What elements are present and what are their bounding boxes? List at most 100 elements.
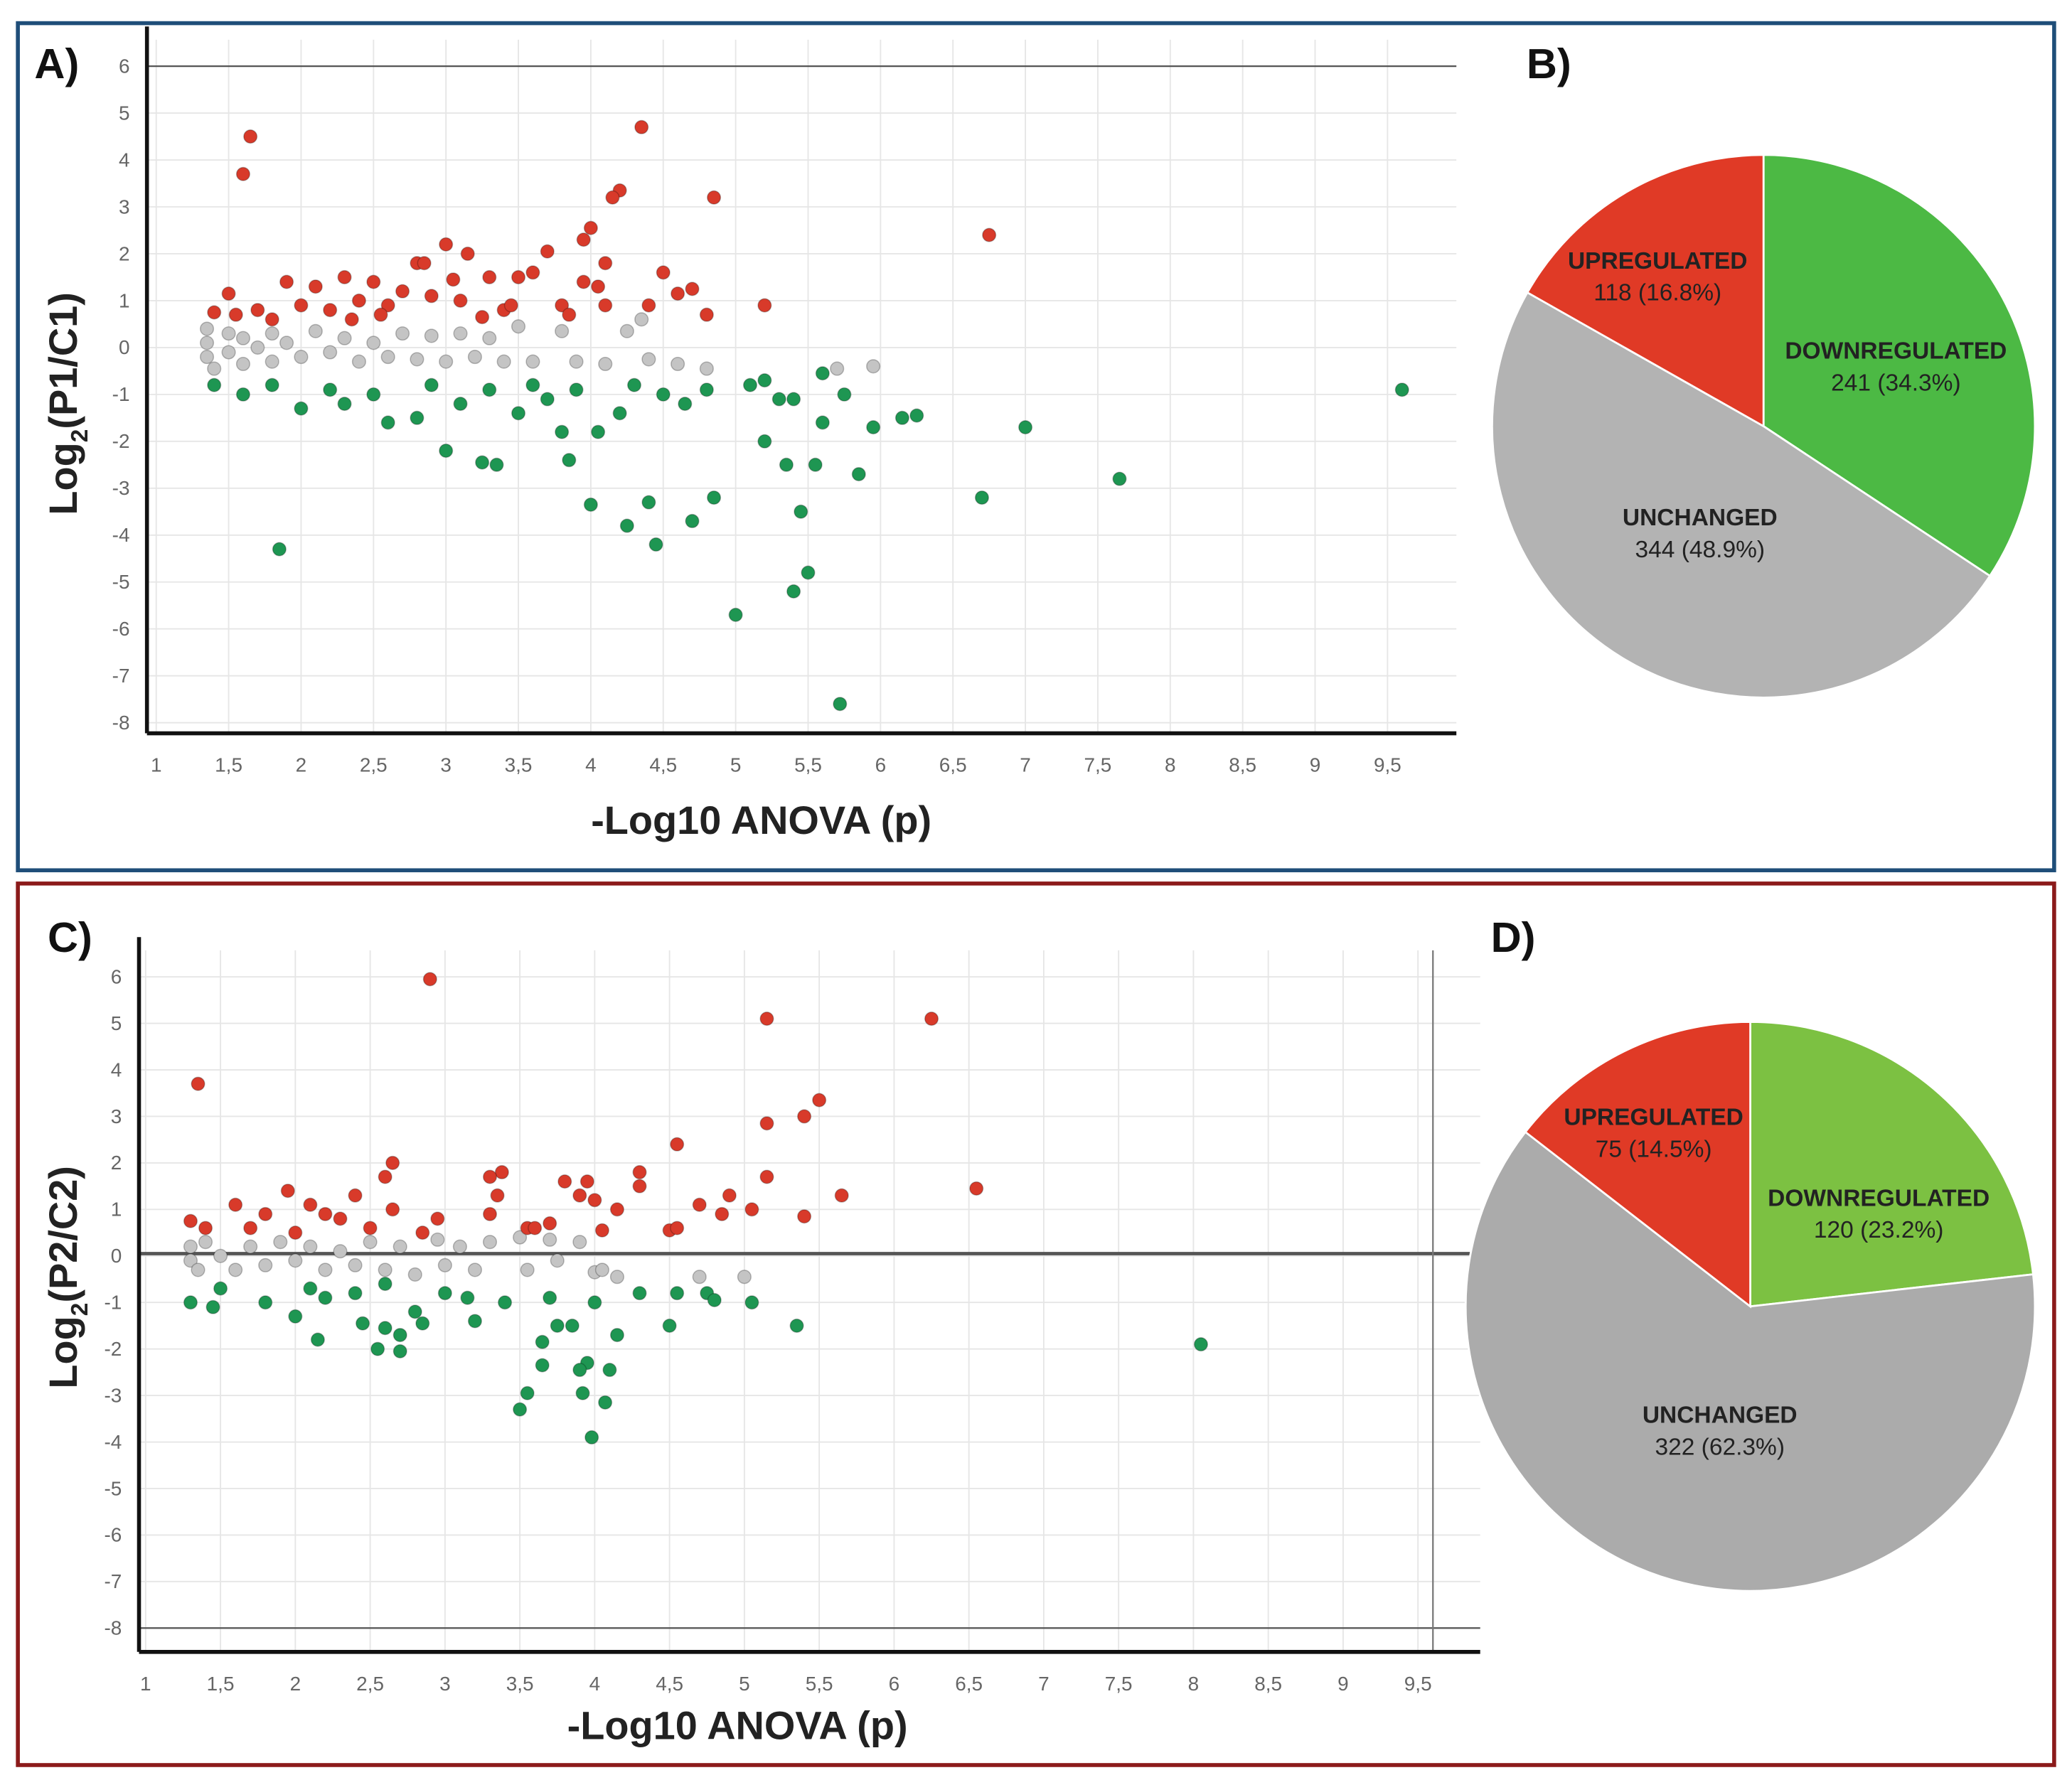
- x-tick-label: 8: [1188, 1673, 1200, 1695]
- x-tick-label: 4: [585, 754, 597, 776]
- slice-value-upregulated: 118 (16.8%): [1593, 280, 1721, 306]
- data-point-downregulated: [392, 1344, 407, 1358]
- data-point-downregulated: [837, 387, 852, 402]
- data-point-unchanged: [294, 350, 309, 365]
- slice-label-upregulated: UPREGULATED: [1564, 1105, 1743, 1131]
- data-point-upregulated: [594, 1223, 609, 1238]
- data-point-downregulated: [550, 1318, 565, 1333]
- data-point-upregulated: [834, 1188, 849, 1203]
- y-tick-label: -3: [104, 1384, 122, 1406]
- data-point-downregulated: [511, 406, 526, 421]
- y-tick-label: 3: [119, 195, 130, 218]
- data-point-upregulated: [576, 274, 591, 289]
- data-point-downregulated: [562, 453, 577, 468]
- data-point-upregulated: [583, 220, 598, 235]
- x-tick-label: 3: [440, 754, 452, 776]
- data-point-upregulated: [656, 265, 671, 280]
- data-point-upregulated: [475, 309, 490, 325]
- data-point-upregulated: [605, 190, 620, 205]
- x-tick-label: 6,5: [939, 754, 967, 776]
- data-point-downregulated: [348, 1286, 363, 1301]
- x-tick-label: 8,5: [1254, 1673, 1282, 1695]
- data-point-unchanged: [550, 1253, 565, 1268]
- data-point-downregulated: [801, 565, 816, 580]
- data-point-upregulated: [632, 1164, 647, 1180]
- data-point-downregulated: [535, 1358, 550, 1373]
- data-point-upregulated: [482, 269, 497, 285]
- data-point-unchanged: [279, 336, 294, 350]
- data-point-upregulated: [337, 269, 352, 285]
- data-point-unchanged: [619, 323, 634, 338]
- x-axis-label: -Log10 ANOVA (p): [567, 1703, 908, 1748]
- data-point-downregulated: [1112, 471, 1127, 486]
- data-point-downregulated: [815, 415, 830, 430]
- data-point-downregulated: [410, 410, 424, 425]
- data-point-upregulated: [797, 1109, 812, 1124]
- data-point-downregulated: [771, 392, 786, 407]
- data-point-unchanged: [207, 361, 222, 376]
- data-point-upregulated: [415, 1225, 430, 1240]
- data-point-upregulated: [221, 286, 236, 301]
- data-point-downregulated: [742, 377, 758, 392]
- data-point-unchanged: [410, 352, 424, 367]
- data-point-upregulated: [759, 1011, 774, 1026]
- data-point-upregulated: [482, 1206, 498, 1221]
- data-point-upregulated: [982, 227, 997, 242]
- y-tick-label: -7: [112, 665, 130, 687]
- data-point-unchanged: [199, 336, 215, 350]
- data-point-downregulated: [258, 1295, 273, 1310]
- y-tick-label: -8: [112, 712, 130, 734]
- data-point-downregulated: [789, 1318, 804, 1333]
- data-point-downregulated: [569, 382, 584, 397]
- data-point-downregulated: [794, 504, 808, 519]
- data-point-downregulated: [378, 1321, 392, 1336]
- data-point-upregulated: [243, 1221, 258, 1235]
- pie-chart-d: DOWNREGULATED 120 (23.2%) UNCHANGED 322 (62…: [1464, 1021, 2036, 1592]
- data-point-downregulated: [540, 392, 555, 407]
- data-point-downregulated: [583, 497, 598, 512]
- x-tick-label: 3,5: [505, 754, 533, 776]
- data-point-upregulated: [318, 1206, 333, 1221]
- data-point-upregulated: [417, 256, 432, 271]
- data-point-downregulated: [453, 397, 468, 412]
- data-point-downregulated: [265, 377, 279, 392]
- data-point-downregulated: [909, 408, 924, 423]
- data-point-unchanged: [598, 356, 613, 372]
- data-point-downregulated: [543, 1290, 557, 1305]
- data-point-downregulated: [584, 1430, 599, 1445]
- data-point-unchanged: [424, 328, 439, 343]
- data-point-upregulated: [540, 244, 555, 259]
- y-tick-label: 5: [119, 102, 130, 124]
- data-point-downregulated: [786, 584, 801, 599]
- x-tick-label: 4,5: [649, 754, 677, 776]
- x-tick-label: 9,5: [1374, 754, 1401, 776]
- data-point-unchanged: [288, 1253, 303, 1268]
- data-point-downregulated: [1394, 382, 1409, 397]
- data-point-downregulated: [272, 542, 287, 557]
- data-point-unchanged: [199, 321, 215, 336]
- data-point-unchanged: [634, 312, 649, 327]
- y-axis-label: Log2(P2/C2): [41, 1166, 93, 1388]
- data-point-unchanged: [467, 1262, 483, 1277]
- data-point-unchanged: [572, 1235, 587, 1250]
- data-point-downregulated: [207, 377, 222, 392]
- y-tick-label: 0: [119, 336, 130, 358]
- data-point-unchanged: [213, 1248, 228, 1263]
- data-point-upregulated: [511, 269, 526, 285]
- data-point-upregulated: [280, 1184, 295, 1199]
- panel-bottom-border: [16, 881, 2056, 1767]
- data-point-downregulated: [587, 1295, 602, 1310]
- data-point-downregulated: [895, 410, 909, 425]
- y-tick-label: 4: [111, 1058, 122, 1081]
- y-tick-label: -6: [104, 1524, 122, 1546]
- data-point-upregulated: [308, 279, 323, 294]
- data-point-upregulated: [207, 305, 222, 320]
- data-point-upregulated: [757, 298, 772, 313]
- x-tick-label: 7,5: [1105, 1673, 1133, 1695]
- data-point-downregulated: [555, 424, 570, 439]
- data-point-upregulated: [235, 166, 251, 181]
- y-tick-label: -5: [104, 1477, 122, 1499]
- data-point-unchanged: [525, 354, 540, 369]
